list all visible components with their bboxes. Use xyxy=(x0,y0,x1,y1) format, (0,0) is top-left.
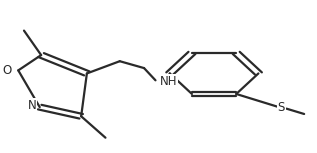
Text: NH: NH xyxy=(160,75,177,88)
Text: O: O xyxy=(2,64,11,77)
Text: N: N xyxy=(28,99,37,112)
Text: S: S xyxy=(278,101,285,114)
